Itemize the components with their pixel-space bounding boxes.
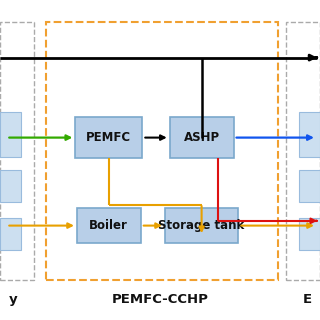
Text: PEMFC: PEMFC <box>86 131 132 144</box>
Bar <box>299 218 320 250</box>
Bar <box>75 117 142 158</box>
Bar <box>0 218 21 250</box>
Text: ASHP: ASHP <box>184 131 220 144</box>
Bar <box>299 112 320 157</box>
Bar <box>0 112 21 157</box>
Bar <box>165 208 238 243</box>
Text: PEMFC-CCHP: PEMFC-CCHP <box>112 293 208 306</box>
Bar <box>77 208 141 243</box>
Bar <box>0 170 21 202</box>
Bar <box>170 117 234 158</box>
Text: Storage tank: Storage tank <box>158 219 245 232</box>
Text: Boiler: Boiler <box>89 219 128 232</box>
Text: E: E <box>303 293 312 306</box>
Bar <box>299 170 320 202</box>
Text: y: y <box>9 293 17 306</box>
Bar <box>286 22 320 280</box>
Bar <box>46 22 278 280</box>
Bar <box>0 22 34 280</box>
